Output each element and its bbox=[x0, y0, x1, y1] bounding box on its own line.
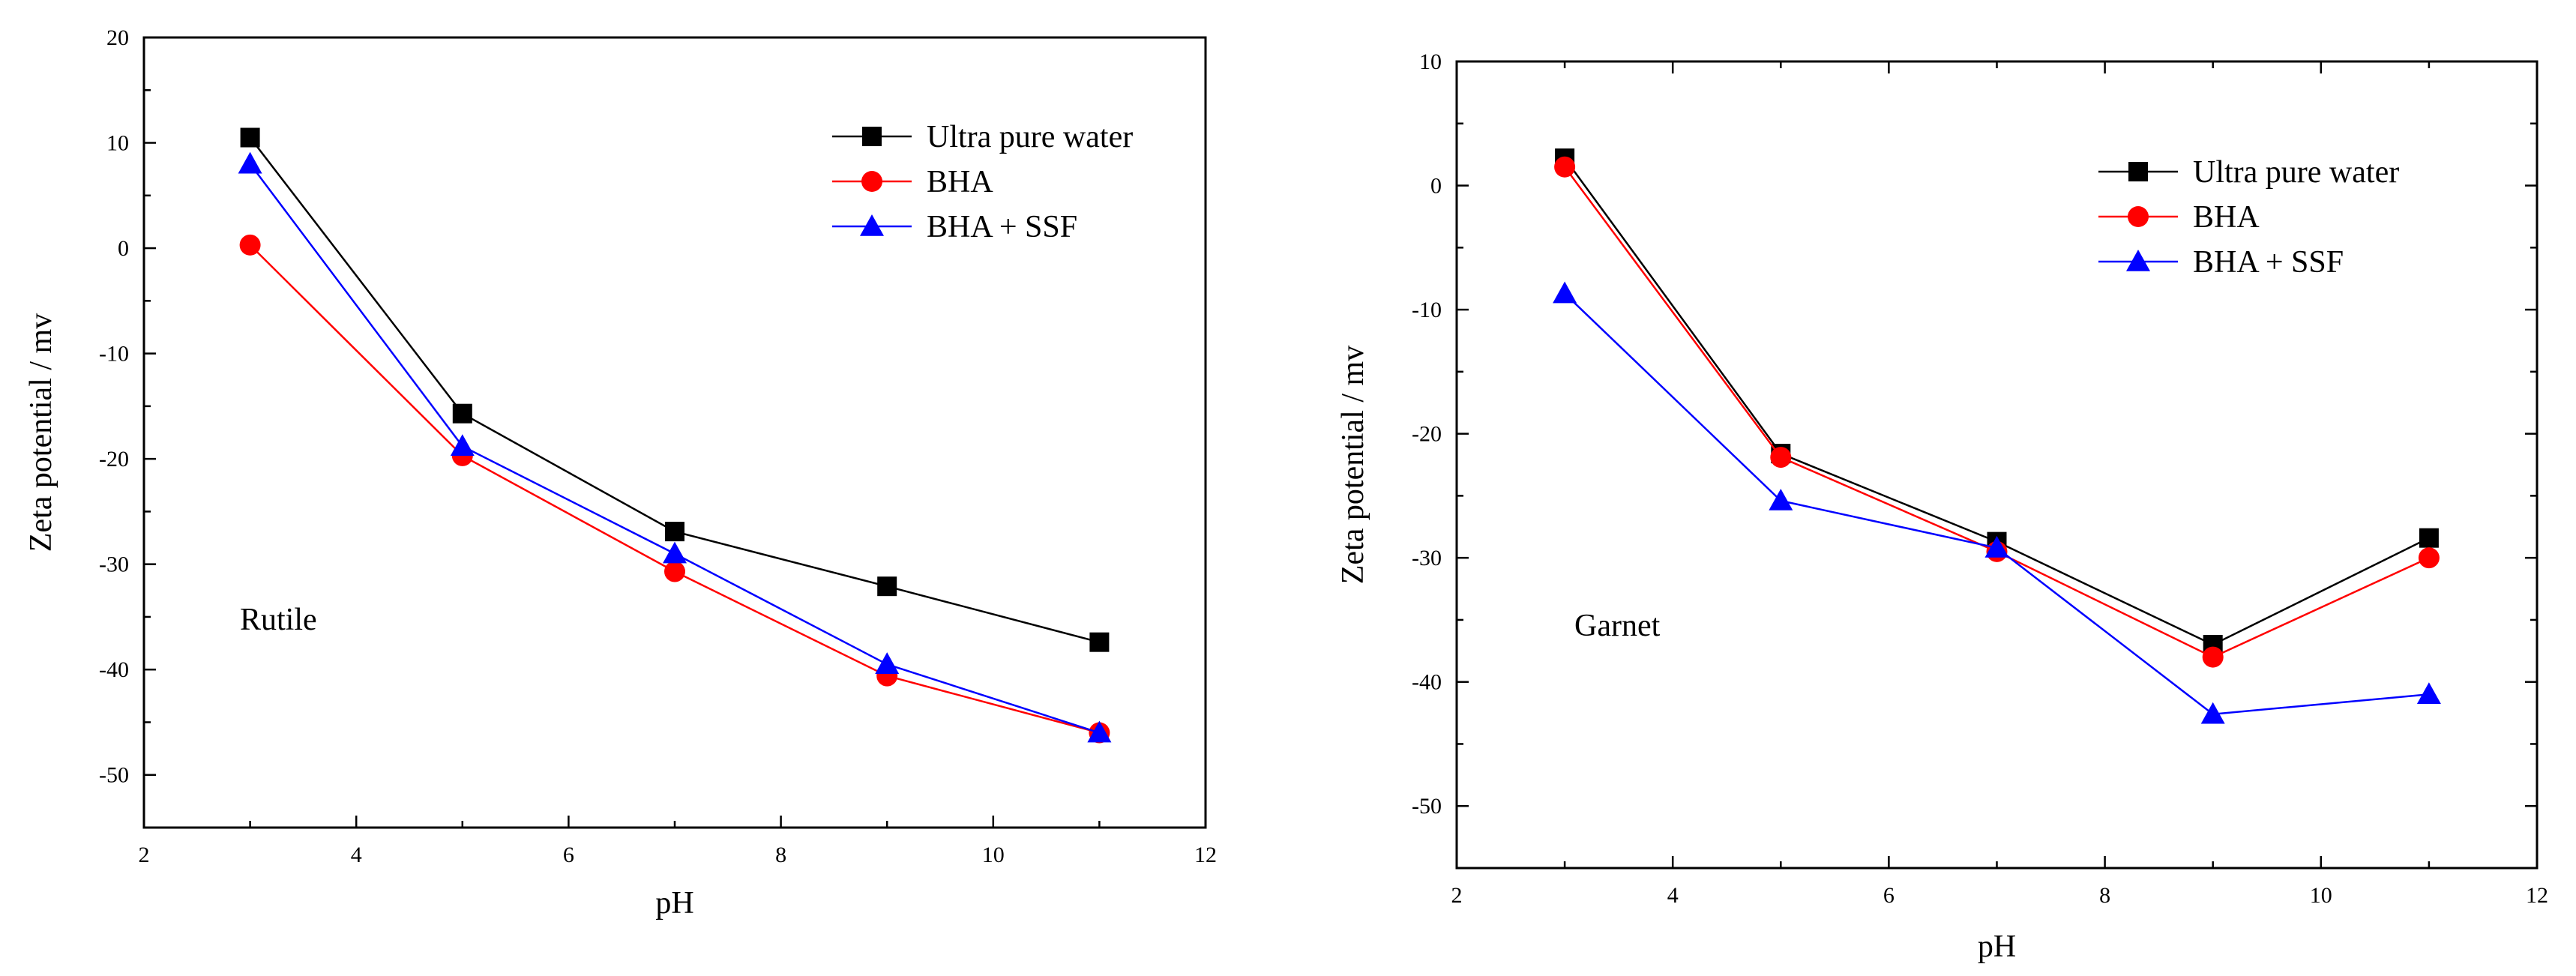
chart-1-ultra-pure-water-point bbox=[2419, 528, 2439, 548]
chart-0-y-tick-label: -10 bbox=[99, 342, 129, 367]
chart-0-ultra-pure-water-point bbox=[1089, 632, 1110, 652]
chart-1-y-tick-label: -30 bbox=[1412, 546, 1442, 570]
chart-0-legend-label-bha-ssf: BHA + SSF bbox=[927, 210, 1077, 244]
chart-1-x-axis-title: pH bbox=[1978, 930, 2016, 964]
chart-0-bha-ssf-point bbox=[1087, 720, 1112, 743]
chart-0-ultra-pure-water-point bbox=[452, 403, 472, 424]
chart-1-x-tick-label: 2 bbox=[1451, 883, 1463, 908]
chart-1-legend-label-ultra-pure-water: Ultra pure water bbox=[2193, 155, 2399, 190]
chart-1-bha-line bbox=[1564, 166, 2430, 658]
chart-1-bha-ssf-line bbox=[1564, 292, 2430, 716]
chart-0-x-tick-label: 2 bbox=[139, 843, 150, 867]
chart-1-bha-ssf-point bbox=[1984, 535, 2009, 558]
chart-1-x-tick-label: 6 bbox=[1883, 883, 1895, 908]
chart-0-ultra-pure-water-point bbox=[240, 127, 260, 148]
chart-0-y-tick-label: 20 bbox=[106, 25, 129, 50]
chart-0-y-tick-label: -50 bbox=[99, 763, 129, 788]
chart-1-legend-label-bha: BHA bbox=[2193, 200, 2260, 235]
chart-1-y-tick-label: 10 bbox=[1419, 49, 1442, 74]
chart-0-y-tick-label: -40 bbox=[99, 657, 129, 682]
chart-1-legend: Ultra pure water BHA BHA + SSF bbox=[2098, 155, 2399, 280]
chart-0-ultra-pure-water-point bbox=[877, 576, 897, 597]
chart-1-bha-point bbox=[2202, 646, 2224, 668]
chart-0-legend-label-ultra-pure-water: Ultra pure water bbox=[927, 120, 1133, 154]
garnet-chart-panel: 2 4 6 8 10 12 10 0 -10 -20 -30 -40 -50 pH Zeta potenti… bbox=[1336, 49, 2548, 964]
chart-0-bha-ssf-point bbox=[663, 541, 687, 564]
chart-1-y-tick-label: -10 bbox=[1412, 298, 1442, 322]
chart-1-bha-ssf-point bbox=[1769, 489, 1793, 510]
chart-0-legend-label-bha: BHA bbox=[927, 165, 993, 199]
chart-0-legend: Ultra pure water BHA BHA + SSF bbox=[832, 120, 1133, 244]
chart-0-bha-ssf-line bbox=[249, 163, 1100, 734]
chart-0-y-axis-title: Zeta potential / mv bbox=[24, 313, 58, 552]
chart-0-ultra-pure-water-point bbox=[665, 522, 684, 542]
chart-1-series-bha-ssf bbox=[1553, 281, 2441, 724]
chart-1-bha-ssf-point bbox=[1553, 281, 1577, 304]
chart-0-y-tick-label: 0 bbox=[118, 236, 129, 261]
chart-0-x-tick-label: 6 bbox=[563, 843, 574, 867]
rutile-chart-panel: 2 4 6 8 10 12 20 10 0 -10 -20 -30 -40 -50 pH Zeta poten… bbox=[24, 25, 1217, 921]
chart-0-plot-frame bbox=[142, 36, 1207, 829]
chart-0-bha-ssf-point bbox=[875, 652, 900, 674]
chart-0-legend-marker-ultra-pure-water bbox=[862, 127, 882, 146]
chart-0-series-bha bbox=[239, 234, 1110, 744]
chart-1-y-tick-label: 0 bbox=[1430, 174, 1442, 199]
chart-0-x-tick-label: 10 bbox=[982, 843, 1005, 867]
chart-0-series-ultra-pure-water bbox=[240, 127, 1110, 652]
chart-1-legend-marker-ultra-pure-water bbox=[2128, 162, 2148, 181]
chart-0-x-tick-label: 4 bbox=[351, 843, 362, 867]
chart-1-bha-point bbox=[1770, 447, 1792, 469]
chart-0-bha-ssf-point bbox=[238, 151, 262, 174]
chart-0-legend-marker-bha bbox=[861, 171, 882, 192]
chart-1-legend-marker-bha bbox=[2128, 206, 2149, 227]
chart-1-mineral-annotation: Garnet bbox=[1574, 609, 1661, 643]
chart-0-y-tick-label: 10 bbox=[106, 131, 129, 156]
chart-1-x-tick-label: 4 bbox=[1667, 883, 1679, 908]
chart-0-bha-ssf-point bbox=[450, 434, 475, 457]
chart-1-bha-point bbox=[2418, 547, 2440, 569]
chart-1-x-tick-label: 8 bbox=[2099, 883, 2110, 908]
chart-1-series-ultra-pure-water bbox=[1555, 148, 2439, 655]
chart-0-bha-point bbox=[239, 234, 261, 256]
chart-1-legend-marker-bha-ssf bbox=[2126, 250, 2150, 271]
chart-0-x-tick-label: 8 bbox=[775, 843, 786, 867]
chart-0-y-tick-label: -20 bbox=[99, 447, 129, 472]
chart-1-ultra-pure-water-line bbox=[1564, 157, 2430, 646]
chart-0-x-axis-title: pH bbox=[655, 886, 693, 921]
chart-0-y-tick-label: -30 bbox=[99, 552, 129, 577]
chart-1-y-tick-label: -40 bbox=[1412, 670, 1442, 695]
chart-1-legend-label-bha-ssf: BHA + SSF bbox=[2193, 245, 2344, 280]
chart-1-y-tick-label: -50 bbox=[1412, 794, 1442, 819]
chart-1-x-tick-label: 10 bbox=[2310, 883, 2332, 908]
chart-1-bha-ssf-point bbox=[2200, 702, 2225, 724]
chart-1-y-tick-label: -20 bbox=[1412, 422, 1442, 447]
chart-1-y-axis-title: Zeta potential / mv bbox=[1336, 346, 1370, 584]
chart-0-x-tick-label: 12 bbox=[1194, 843, 1217, 867]
chart-1-bha-ssf-point bbox=[2416, 682, 2441, 705]
chart-0-mineral-annotation: Rutile bbox=[240, 603, 317, 637]
chart-0-legend-marker-bha-ssf bbox=[860, 214, 884, 236]
chart-1-x-tick-label: 12 bbox=[2526, 883, 2548, 908]
chart-0-series-bha-ssf bbox=[238, 151, 1112, 743]
chart-1-bha-point bbox=[1554, 156, 1576, 178]
chart-0-bha-point bbox=[664, 561, 685, 582]
chart-0-bha-line bbox=[249, 244, 1100, 734]
